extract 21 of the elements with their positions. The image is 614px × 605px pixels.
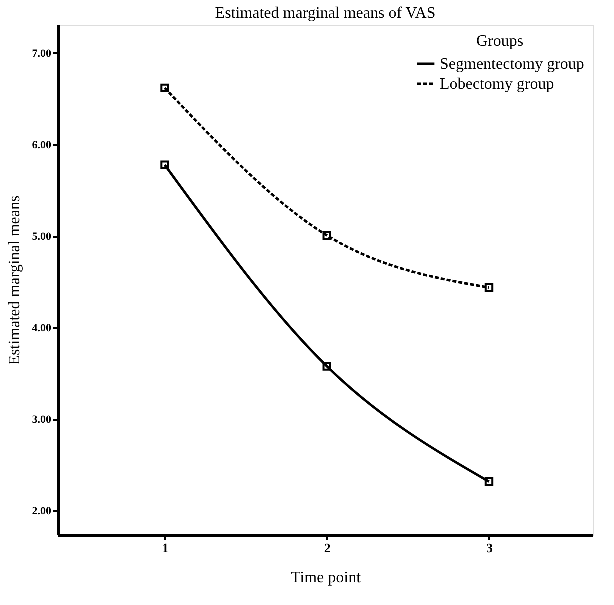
chart-title: Estimated marginal means of VAS [215,5,436,22]
point [322,231,332,240]
point [160,84,170,93]
x-tick-label: 2 [324,540,331,556]
x-tick-label: 3 [486,540,494,556]
y-tick-label: 7.00 [32,48,52,60]
point [484,283,494,292]
legend-label: Segmentectomy group [440,56,584,73]
y-tick-label: 3.00 [32,414,52,426]
x-axis-title: Time point [290,570,362,586]
legend-label: Lobectomy group [440,76,554,93]
y-tick-label: 6.00 [32,139,52,152]
x-tick-label: 1 [162,540,169,556]
y-tick-label: 2.00 [32,506,52,518]
legend-title: Groups [476,33,524,50]
point [322,362,332,371]
y-axis-title: Estimated marginal means [6,196,24,366]
y-tick-label: 4.00 [32,322,52,335]
point [160,160,170,170]
y-tick-label: 5.00 [32,231,52,244]
point [484,478,494,486]
